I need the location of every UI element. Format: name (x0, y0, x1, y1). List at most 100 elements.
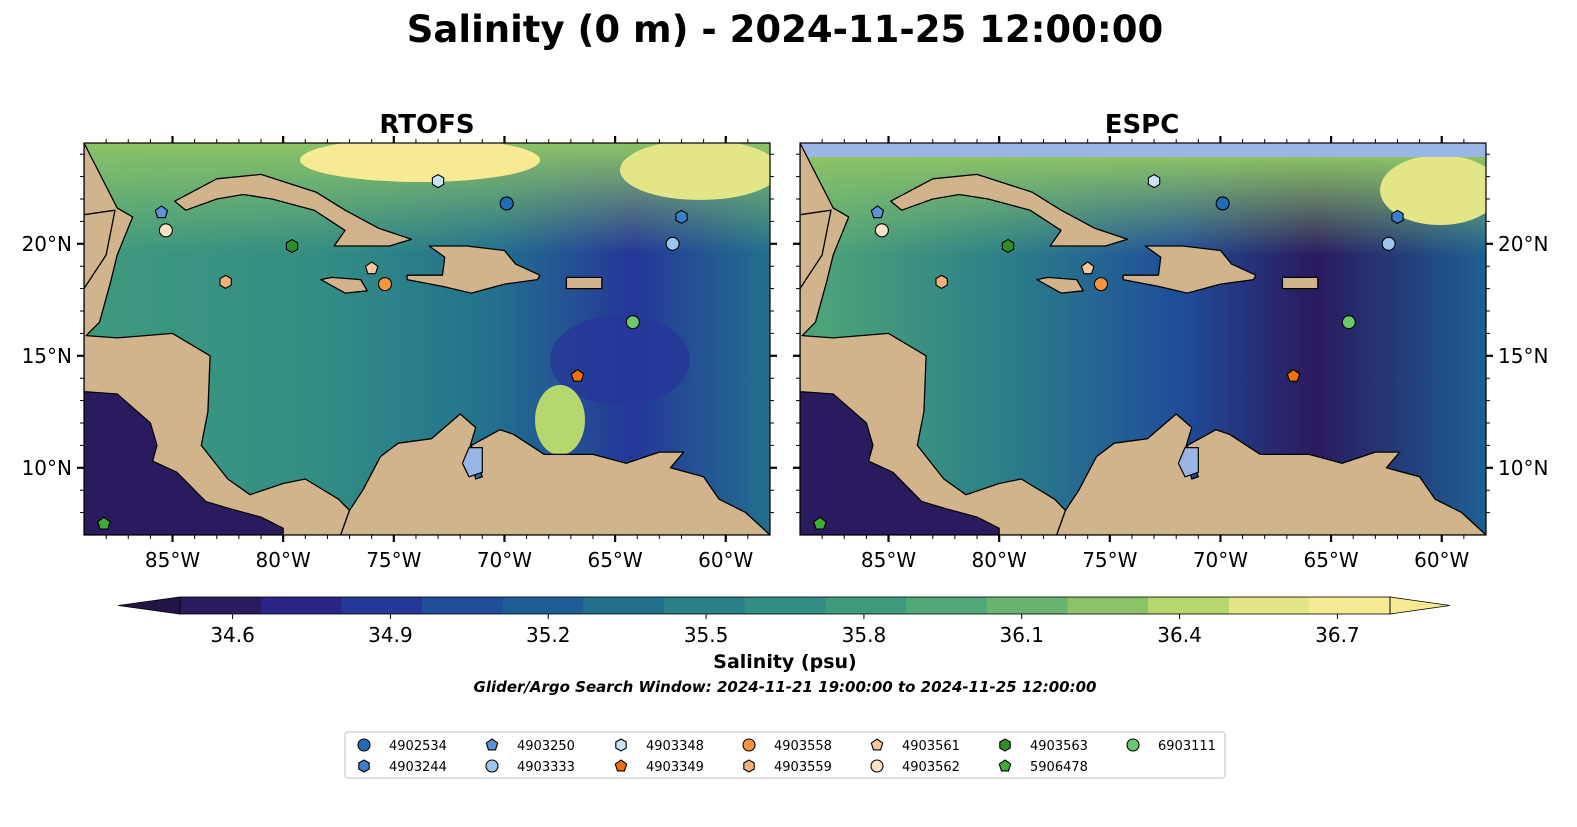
landmass-group (84, 143, 770, 535)
land-polygon (800, 209, 832, 290)
map-panel-rtofs: RTOFS 85°W 80°W 75°W 70°W 65°W 60°W 10°N 15°N 20… (22, 110, 777, 572)
float-marker-5906478 (97, 516, 111, 530)
float-marker-6903111 (1341, 315, 1356, 330)
lon-tick-label: 85°W (145, 548, 200, 572)
colorbar-frame (179, 596, 1391, 615)
map-panel-espc: ESPC 85°W 80°W 75°W 70°W 65°W 60°W 10°N 15°N 20°… (793, 110, 1548, 572)
land-polygon (406, 245, 541, 294)
legend-marker-4903348 (615, 738, 627, 752)
lat-tick-label: 15°N (22, 344, 72, 368)
float-markers-espc (813, 173, 1404, 530)
lat-tick-label: 15°N (1498, 344, 1548, 368)
colorbar-cell (744, 597, 826, 614)
land-polygon (1056, 413, 1486, 535)
lake-maracaibo (461, 447, 483, 478)
float-marker-4903562 (874, 223, 889, 238)
land-polygon (1122, 245, 1257, 294)
pacific-ocean (84, 390, 284, 535)
lon-tick-label: 65°W (587, 548, 642, 572)
landmass-group (800, 143, 1486, 535)
colorbar-cell (422, 597, 504, 614)
high-salinity-patch (620, 143, 770, 200)
legend-label: 4903349 (646, 760, 704, 775)
colorbar-tick-label: 35.8 (842, 623, 887, 647)
land-polygon (890, 173, 1129, 247)
float-markers-rtofs (97, 173, 688, 530)
land-polygon (565, 276, 603, 290)
lake-maracaibo (1177, 447, 1199, 478)
float-legend: 4902534 4903244 4903250 4903333 4903348 49033… (344, 731, 1226, 779)
legend-marker-4903250 (485, 738, 499, 751)
colorbar-cell (1067, 597, 1149, 614)
figure-title: Salinity (0 m) - 2024-11-25 12:00:00 (407, 8, 1163, 51)
float-marker-4903333 (1381, 236, 1396, 251)
axes-espc: 85°W 80°W 75°W 70°W 65°W 60°W 10°N 15°N 20°N (793, 136, 1548, 572)
fresh-river-plume (535, 385, 585, 455)
lon-tick-label: 75°W (366, 548, 421, 572)
lon-tick-label: 70°W (1193, 548, 1248, 572)
float-marker-4903561 (1080, 261, 1095, 275)
legend-label: 6903111 (1158, 739, 1216, 754)
colorbar-extend-high (1389, 596, 1451, 615)
pacific-ocean (800, 390, 1000, 535)
legend-label: 4903558 (774, 739, 832, 754)
legend-marker-4903349 (614, 759, 628, 772)
colorbar-tick-label: 35.5 (684, 623, 729, 647)
land-polygon (84, 209, 116, 290)
float-marker-4903348 (1147, 173, 1161, 189)
float-marker-5906478 (813, 516, 827, 530)
colorbar-cell (1228, 597, 1310, 614)
land-polygon (340, 413, 770, 535)
float-marker-4902534 (499, 196, 514, 211)
colorbar-label: Salinity (psu) (713, 651, 856, 673)
float-marker-4903244 (675, 209, 688, 225)
colorbar-tick-label: 36.7 (1315, 623, 1360, 647)
panel-title-espc: ESPC (1105, 110, 1180, 140)
lat-tick-label: 20°N (22, 232, 72, 256)
float-marker-4903563 (1001, 238, 1015, 254)
float-marker-4903349 (570, 368, 585, 382)
colorbar-cell (180, 597, 262, 614)
map-frame-rtofs (83, 142, 771, 536)
float-marker-4903559 (219, 274, 232, 290)
float-marker-6903111 (625, 315, 640, 330)
lat-tick-label: 20°N (1498, 232, 1548, 256)
map-frame-espc (799, 142, 1487, 536)
float-marker-4903562 (158, 223, 173, 238)
legend-label: 4903348 (646, 739, 704, 754)
land-polygon (1281, 276, 1319, 290)
lon-tick-label: 80°W (972, 548, 1027, 572)
legend-marker-4903244 (358, 759, 370, 773)
lon-tick-label: 65°W (1303, 548, 1358, 572)
legend-marker-6903111 (1126, 738, 1140, 752)
float-marker-4903333 (665, 236, 680, 251)
float-marker-4903561 (364, 261, 379, 275)
legend-marker-4903333 (485, 759, 499, 773)
colorbar-tick-label: 34.9 (368, 623, 413, 647)
land-polygon (174, 173, 413, 247)
float-marker-4903558 (377, 277, 393, 292)
no-data-strip (800, 143, 1486, 157)
legend-marker-4903562 (870, 759, 884, 773)
float-marker-4903563 (285, 238, 299, 254)
lat-tick-label: 10°N (22, 456, 72, 480)
legend-label: 4903250 (517, 739, 575, 754)
low-salinity-patch (550, 315, 690, 405)
legend-label: 5906478 (1030, 760, 1088, 775)
legend-label: 4903561 (902, 739, 960, 754)
colorbar-cell (906, 597, 988, 614)
colorbar-cell (986, 597, 1068, 614)
legend-marker-4903558 (742, 738, 756, 752)
float-marker-4903250 (154, 205, 169, 219)
legend-label: 4903559 (774, 760, 832, 775)
legend-label: 4903244 (389, 760, 447, 775)
colorbar-cell (825, 597, 907, 614)
float-marker-4903349 (1286, 368, 1301, 382)
colorbar-tick-label: 36.1 (999, 623, 1044, 647)
colorbar-tick-label: 35.2 (526, 623, 571, 647)
lon-tick-label: 85°W (861, 548, 916, 572)
float-marker-4902534 (1215, 196, 1230, 211)
legend-marker-4903559 (743, 759, 755, 773)
lat-tick-label: 10°N (1498, 456, 1548, 480)
